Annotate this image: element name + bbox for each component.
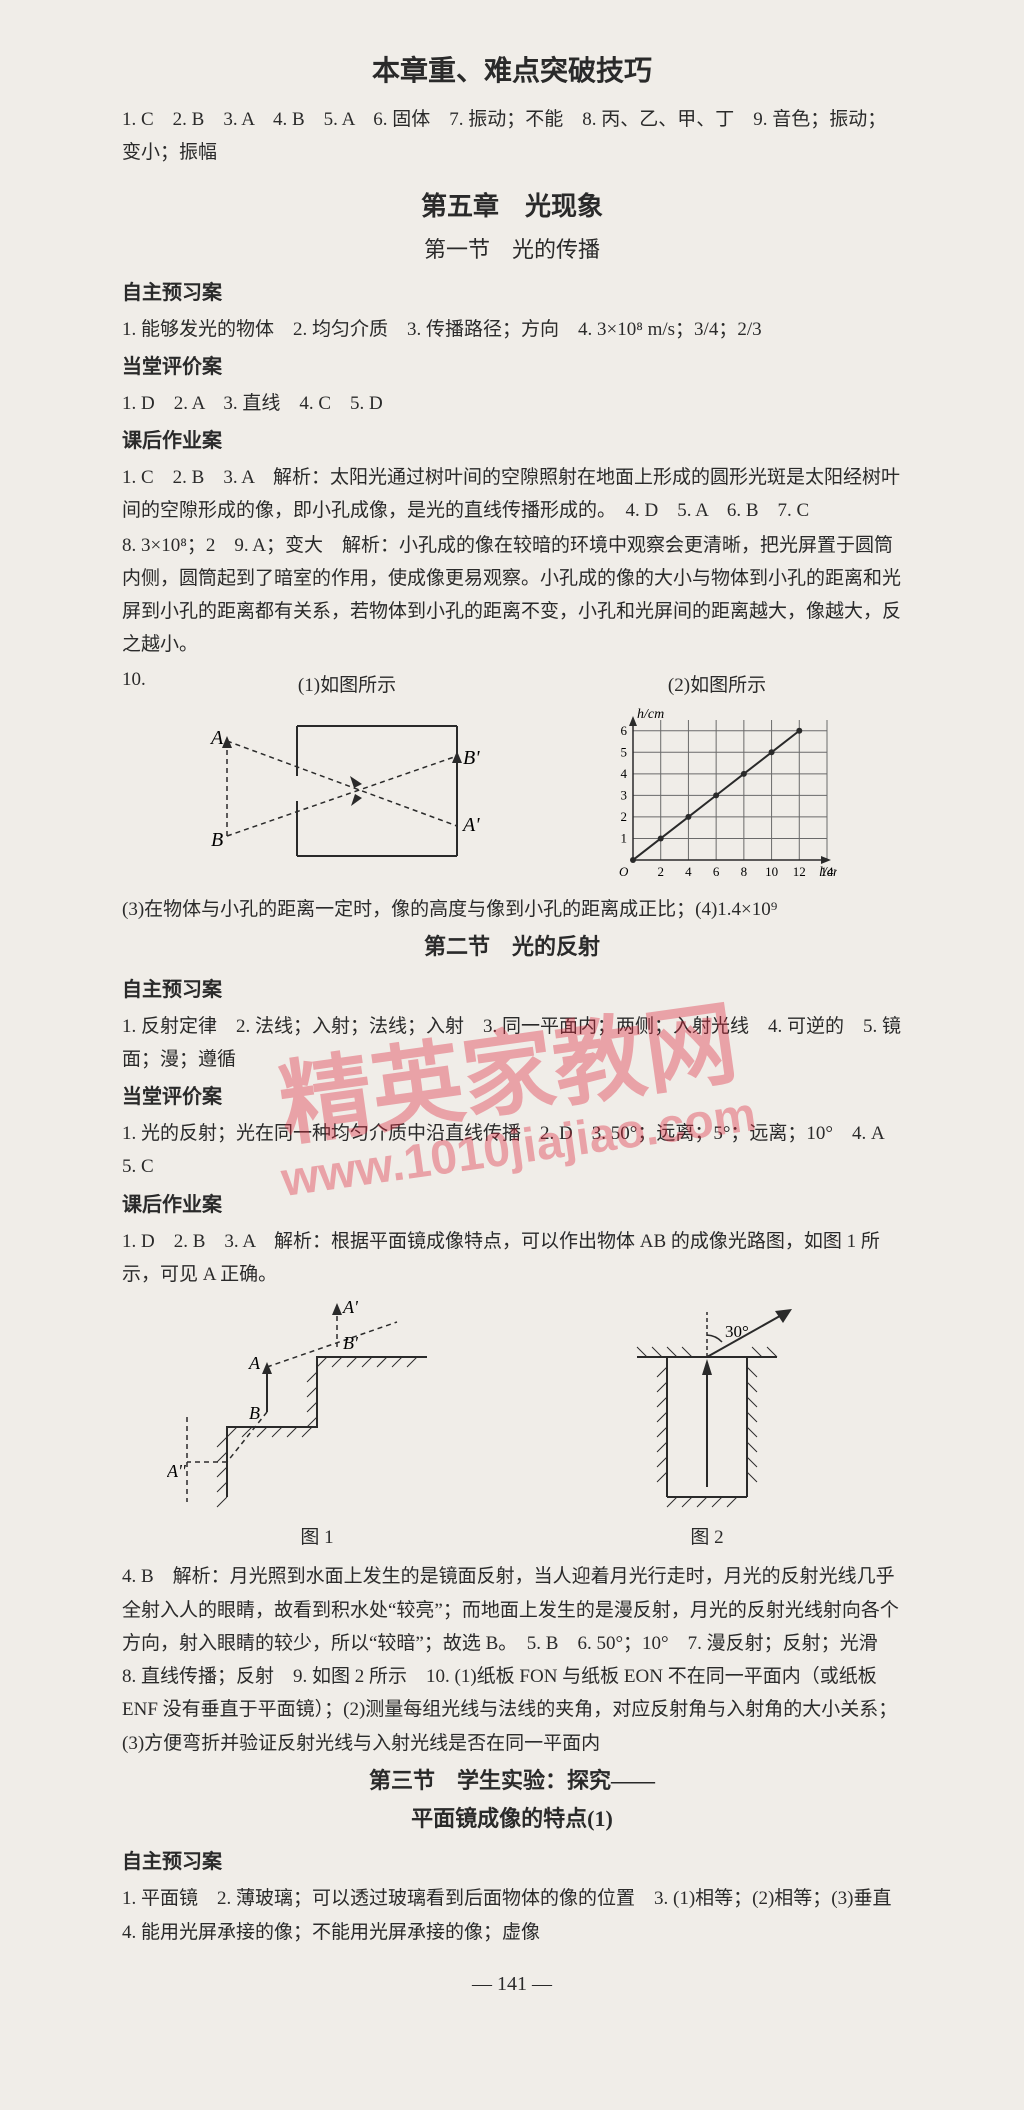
- svg-text:B: B: [249, 1403, 260, 1423]
- s2-fig1-cap: 图 1: [122, 1521, 512, 1554]
- s1-hw-heading: 课后作业案: [122, 424, 902, 459]
- top-title: 本章重、难点突破技巧: [122, 46, 902, 95]
- svg-text:4: 4: [621, 766, 628, 781]
- svg-text:O: O: [619, 864, 629, 879]
- section3-title-1: 第三节 学生实验：探究——: [122, 1762, 902, 1801]
- s2-preview-heading: 自主预习案: [122, 973, 902, 1008]
- s2-class-heading: 当堂评价案: [122, 1080, 902, 1115]
- s2-preview: 1. 反射定律 2. 法线；入射；法线；入射 3. 同一平面内；两侧；入射光线 …: [122, 1010, 902, 1077]
- fig1-box: (1)如图所示: [162, 669, 532, 876]
- s2-hw-p1: 1. D 2. B 3. A 解析：根据平面镜成像特点，可以作出物体 AB 的成…: [122, 1225, 902, 1292]
- s3-preview2: 4. 能用光屏承接的像；不能用光屏承接的像；虚像: [122, 1916, 902, 1949]
- s1-hw-p1: 1. C 2. B 3. A 解析：太阳光通过树叶间的空隙照射在地面上形成的圆形…: [122, 461, 902, 528]
- svg-text:4: 4: [685, 864, 692, 879]
- s3-preview-heading: 自主预习案: [122, 1845, 902, 1880]
- page-number-value: 141: [497, 1973, 527, 1995]
- svg-text:10: 10: [765, 864, 778, 879]
- svg-text:12: 12: [793, 864, 806, 879]
- section2-title: 第二节 光的反射: [122, 928, 902, 967]
- s2-figs: A B A' B' A'' 图 1: [122, 1297, 902, 1554]
- q10-row: 10. (1)如图所示: [122, 663, 902, 892]
- s2-class: 1. 光的反射；光在同一种均匀介质中沿直线传播 2. D 3. 50°；远离；5…: [122, 1117, 902, 1184]
- section3-title-2: 平面镜成像的特点(1): [122, 1800, 902, 1839]
- svg-text:A: A: [209, 727, 224, 749]
- svg-text:l/cm: l/cm: [819, 865, 837, 880]
- s1-hw-p2: 8. 3×10⁸；2 9. A；变大 解析：小孔成的像在较暗的环境中观察会更清晰…: [122, 529, 902, 662]
- svg-text:30°: 30°: [725, 1322, 749, 1341]
- line-chart: 2468101214123456Oh/cml/cm: [597, 706, 837, 886]
- fig2-box: (2)如图所示 2468101214123456Oh/cml/cm: [532, 669, 902, 886]
- chapter-title: 第五章 光现象: [122, 184, 902, 230]
- s3-preview: 1. 平面镜 2. 薄玻璃；可以透过玻璃看到后面物体的像的位置 3. (1)相等…: [122, 1882, 902, 1915]
- s2-hw-p2: 4. B 解析：月光照到水面上发生的是镜面反射，当人迎着月光行走时，月光的反射光…: [122, 1560, 902, 1760]
- svg-text:1: 1: [621, 830, 628, 845]
- svg-text:6: 6: [713, 864, 720, 879]
- svg-text:A': A': [342, 1297, 359, 1317]
- s1-preview: 1. 能够发光的物体 2. 均匀介质 3. 传播路径；方向 4. 3×10⁸ m…: [122, 313, 902, 346]
- reflection-diagram: 30°: [577, 1297, 837, 1517]
- svg-text:5: 5: [621, 744, 628, 759]
- svg-text:B': B': [343, 1333, 359, 1353]
- page-container: 精英家教网 www.1010jiajiao.com 本章重、难点突破技巧 1. …: [102, 0, 922, 2032]
- s1-class: 1. D 2. A 3. 直线 4. C 5. D: [122, 387, 902, 420]
- s1-preview-heading: 自主预习案: [122, 276, 902, 311]
- svg-text:A'': A'': [167, 1461, 187, 1481]
- mirror-ray-diagram: A B A' B' A'': [167, 1297, 467, 1517]
- svg-text:h/cm: h/cm: [637, 707, 664, 722]
- svg-text:2: 2: [621, 809, 628, 824]
- s2-fig1-box: A B A' B' A'' 图 1: [122, 1297, 512, 1554]
- svg-text:B': B': [463, 747, 480, 769]
- fig2-label: (2)如图所示: [532, 669, 902, 702]
- top-answers: 1. C 2. B 3. A 4. B 5. A 6. 固体 7. 振动；不能 …: [122, 103, 902, 170]
- s2-hw-heading: 课后作业案: [122, 1188, 902, 1223]
- q10-label: 10.: [122, 663, 162, 696]
- svg-text:B: B: [211, 829, 223, 851]
- section1-title: 第一节 光的传播: [122, 231, 902, 270]
- s1-class-heading: 当堂评价案: [122, 350, 902, 385]
- svg-text:2: 2: [657, 864, 664, 879]
- svg-text:6: 6: [621, 723, 628, 738]
- page-number: — 141 —: [122, 1967, 902, 2002]
- pinhole-diagram: A B B' A': [207, 706, 487, 876]
- fig1-label: (1)如图所示: [162, 669, 532, 702]
- svg-text:8: 8: [741, 864, 748, 879]
- s2-fig2-box: 30° 图 2: [512, 1297, 902, 1554]
- s2-fig2-cap: 图 2: [512, 1521, 902, 1554]
- s1-after-figs: (3)在物体与小孔的距离一定时，像的高度与像到小孔的距离成正比；(4)1.4×1…: [122, 893, 902, 926]
- svg-text:A: A: [248, 1353, 261, 1373]
- svg-text:A': A': [461, 814, 480, 836]
- svg-text:3: 3: [621, 787, 628, 802]
